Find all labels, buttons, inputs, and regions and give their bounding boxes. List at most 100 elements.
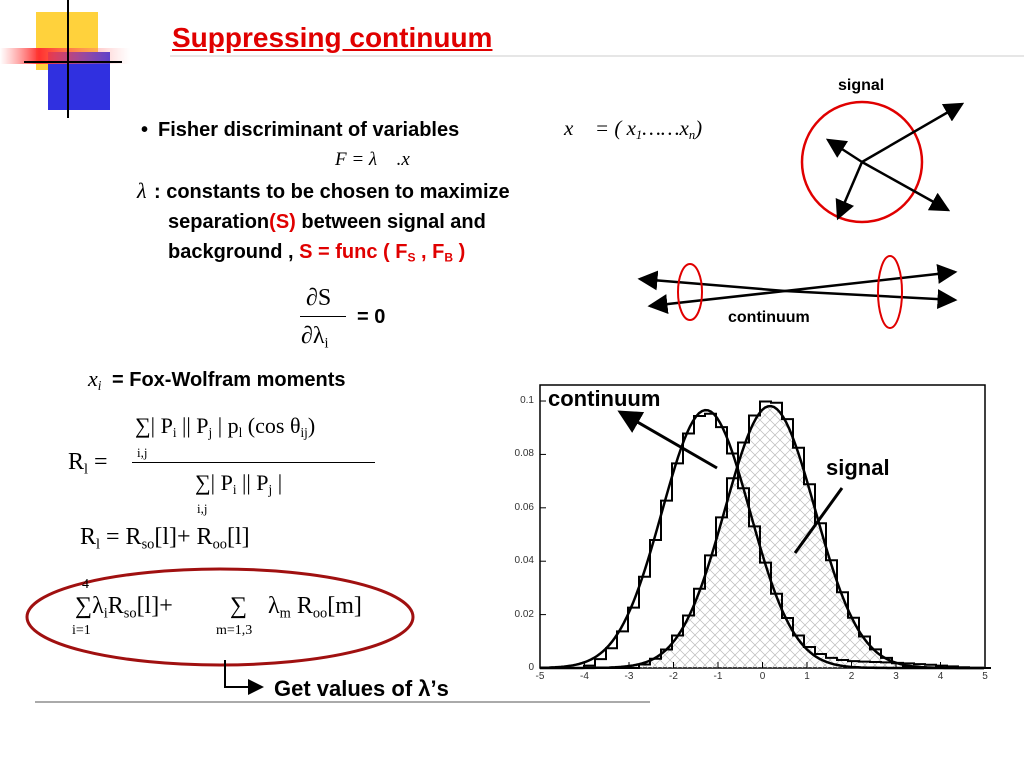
run-text: , F — [415, 241, 445, 263]
run-sub: i — [103, 605, 108, 622]
run-sub: S — [407, 250, 416, 265]
tick-label: 0.08 — [514, 448, 534, 460]
run-text: = — [88, 449, 108, 475]
run: x⃗ = ( x1 — [564, 116, 642, 142]
run-text: [l]+ — [136, 593, 173, 619]
run-sub: oo — [312, 605, 328, 622]
run: [m] — [327, 593, 362, 619]
run-sub: so — [141, 536, 155, 553]
r-denominator: ∑| Pi || Pj | — [195, 470, 282, 497]
run-sub: m — [279, 605, 291, 622]
run: ∑| Pi — [195, 470, 237, 497]
signal-label: signal — [838, 77, 885, 94]
tick-label: 0 — [528, 662, 534, 673]
tick-label: 3 — [893, 671, 899, 682]
run-text: λ — [268, 593, 280, 619]
r-num-index: i,j — [137, 445, 148, 460]
sum-first: ∑λiRso[l]+ — [75, 594, 173, 621]
variables-math: x⃗ = ( x1……xn) — [564, 116, 702, 142]
run-text: [l]+ R — [154, 524, 213, 550]
run-text: ) — [695, 116, 703, 140]
plot-continuum-label: continuum — [548, 386, 661, 411]
tick-label: 2 — [848, 671, 855, 682]
signal-circle — [800, 100, 924, 224]
run-sub: i — [172, 424, 177, 440]
signal-arrows — [825, 102, 965, 221]
lambda-symbol: λ⃗ — [137, 178, 164, 203]
sum-second-lower: m=1,3 — [216, 623, 253, 638]
fw-text: = Fox-Wolfram moments — [112, 369, 346, 391]
run: ) — [695, 116, 702, 140]
run: separation — [168, 211, 269, 233]
run-text: (S) — [269, 211, 296, 233]
run: Roo — [291, 593, 328, 622]
signal-curve — [540, 404, 984, 670]
run: xi — [88, 366, 101, 393]
run-sub: n — [688, 127, 696, 142]
bullet-marker: • — [141, 119, 149, 141]
run: S = func ( FS — [299, 241, 416, 265]
run: : constants to be chosen to maximize — [154, 181, 510, 203]
fraction-bar — [132, 462, 375, 463]
run-text: [m] — [327, 593, 362, 619]
run-sub: oo — [212, 536, 227, 553]
plot-arrow — [617, 410, 718, 470]
run-text: R — [80, 524, 97, 550]
run: background , — [168, 241, 299, 263]
continuum-histogram — [540, 412, 991, 669]
tick-label: 0.04 — [514, 555, 534, 567]
run: , FB — [415, 241, 453, 264]
run-sub: l — [96, 536, 101, 553]
r-den-index: i,j — [197, 501, 208, 516]
run-text: ∑| P — [195, 470, 233, 495]
tick-label: 0.1 — [520, 395, 534, 407]
tick-label: 4 — [937, 671, 944, 682]
r-split: Rl = Rso[l]+ Roo[l] — [80, 525, 250, 552]
run-text: S = func ( F — [299, 241, 408, 263]
run-sub: j — [268, 481, 273, 497]
derivative-equals: = 0 — [357, 306, 386, 328]
r-numerator: ∑| Pi || Pj | pl (cos θij) — [135, 413, 315, 440]
formula-ellipse — [25, 567, 415, 667]
run-text: ) — [453, 241, 466, 263]
tick-label: 0.06 — [514, 501, 534, 513]
sum-upper: 4 — [82, 577, 89, 592]
run: between signal and — [296, 211, 486, 233]
run: F = λ⃗ .x⃗ — [335, 149, 425, 170]
tick-label: 0 — [759, 671, 766, 682]
fw-symbol: xi — [88, 366, 101, 393]
run: (cos θij — [242, 413, 308, 440]
run-text: between signal and — [295, 211, 486, 233]
run-sub: j — [208, 424, 213, 440]
run-text: | p — [212, 413, 239, 438]
run: | pl — [212, 413, 243, 440]
run-text: ∑| P — [135, 413, 173, 438]
run: ∂λi — [301, 323, 329, 352]
run: [l] — [227, 524, 250, 550]
run-text: ……x — [642, 116, 689, 140]
deco-bar — [0, 48, 130, 64]
run: (S) — [269, 211, 296, 233]
run: ……xn — [642, 116, 696, 142]
plot-arrow — [793, 487, 844, 554]
tick-label: -1 — [713, 671, 723, 682]
continuum-arrows — [637, 264, 958, 315]
run-text: ) — [307, 413, 316, 438]
run-text: [l] — [226, 524, 250, 550]
run: = — [88, 449, 108, 475]
fraction-bar — [300, 316, 346, 317]
run-text: F = λ⃗ .x⃗ — [335, 149, 425, 170]
sum-second: λm Roo[m] — [268, 594, 362, 621]
tick-label: 0.02 — [514, 608, 534, 620]
run: λm — [268, 593, 291, 622]
run-sub: i — [324, 335, 329, 352]
run-text: ∑λ — [75, 593, 104, 619]
run: [l]+ — [137, 593, 173, 619]
run: [l]+ Roo — [154, 524, 227, 553]
signal-fill — [540, 406, 985, 668]
text-line: separation(S) between signal and — [168, 212, 486, 232]
run-text: : constants to be chosen to maximize — [154, 181, 510, 203]
run: ) — [308, 413, 315, 438]
run-text: = R — [100, 524, 142, 550]
